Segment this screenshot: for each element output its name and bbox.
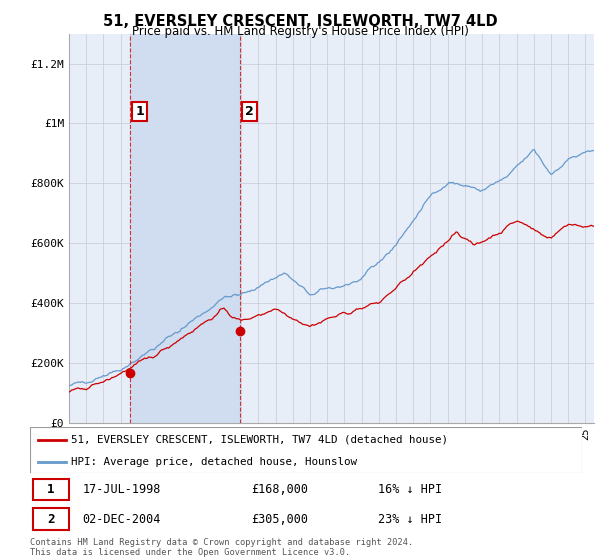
FancyBboxPatch shape xyxy=(33,508,68,530)
Text: Contains HM Land Registry data © Crown copyright and database right 2024.
This d: Contains HM Land Registry data © Crown c… xyxy=(30,538,413,557)
Text: £168,000: £168,000 xyxy=(251,483,308,496)
Text: HPI: Average price, detached house, Hounslow: HPI: Average price, detached house, Houn… xyxy=(71,457,358,466)
Text: 51, EVERSLEY CRESCENT, ISLEWORTH, TW7 4LD: 51, EVERSLEY CRESCENT, ISLEWORTH, TW7 4L… xyxy=(103,14,497,29)
Text: £305,000: £305,000 xyxy=(251,512,308,525)
Bar xyxy=(130,34,240,423)
Text: 1: 1 xyxy=(135,105,144,118)
FancyBboxPatch shape xyxy=(30,427,582,473)
Text: 02-DEC-2004: 02-DEC-2004 xyxy=(82,512,161,525)
Text: 16% ↓ HPI: 16% ↓ HPI xyxy=(378,483,442,496)
Text: 2: 2 xyxy=(245,105,254,118)
Text: 17-JUL-1998: 17-JUL-1998 xyxy=(82,483,161,496)
Text: 51, EVERSLEY CRESCENT, ISLEWORTH, TW7 4LD (detached house): 51, EVERSLEY CRESCENT, ISLEWORTH, TW7 4L… xyxy=(71,435,448,445)
Text: Price paid vs. HM Land Registry's House Price Index (HPI): Price paid vs. HM Land Registry's House … xyxy=(131,25,469,38)
Text: 1: 1 xyxy=(47,483,55,496)
Text: 2: 2 xyxy=(47,512,55,525)
FancyBboxPatch shape xyxy=(33,479,68,500)
Text: 23% ↓ HPI: 23% ↓ HPI xyxy=(378,512,442,525)
